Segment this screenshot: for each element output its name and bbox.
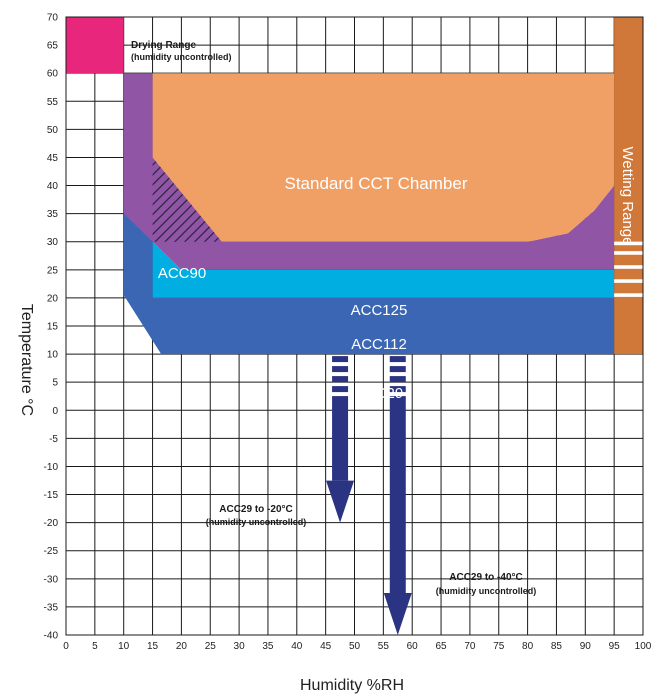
x-tick-label: 5 (92, 641, 98, 652)
wetting-stripe-3 (614, 251, 643, 255)
x-tick-label: 30 (234, 641, 246, 652)
arrow-dash (332, 386, 349, 393)
y-tick-label: -10 (44, 462, 59, 473)
x-tick-label: 95 (609, 641, 621, 652)
drying-range-sub: (humidity uncontrolled) (131, 52, 232, 62)
arrow-shaft (332, 396, 349, 481)
y-tick-label: -40 (44, 631, 59, 642)
ext-40-sub: (humidity uncontrolled) (436, 586, 537, 596)
y-tick-label: 40 (47, 181, 59, 192)
x-tick-label: 90 (580, 641, 592, 652)
x-tick-label: 15 (147, 641, 159, 652)
x-axis-title: Humidity %RH (300, 677, 404, 694)
x-tick-label: 25 (205, 641, 217, 652)
y-tick-label: 45 (47, 153, 59, 164)
region-acc125 (123, 73, 615, 270)
arrow-acc29-to-40-c (383, 356, 412, 635)
x-tick-label: 75 (493, 641, 505, 652)
y-tick-label: 20 (47, 293, 59, 304)
y-tick-label: 0 (52, 406, 58, 417)
region-acc90 (152, 157, 222, 242)
arrow-dash (389, 376, 406, 383)
ext-40-label: ACC29 to -40°C (449, 572, 522, 583)
region-drying-range (66, 17, 124, 74)
x-tick-label: 65 (435, 641, 447, 652)
wetting-stripe-0 (614, 293, 643, 297)
y-tick-label: -25 (44, 546, 59, 557)
y-tick-label: -15 (44, 490, 59, 501)
region-wetting-range (614, 17, 643, 355)
standard-cct-label: Standard CCT Chamber (285, 174, 468, 193)
arrow-head (383, 593, 412, 635)
region-acc29 (123, 213, 615, 355)
x-tick-label: 80 (522, 641, 534, 652)
y-tick-label: 50 (47, 125, 59, 136)
wetting-range-label: Wetting Range (619, 147, 636, 246)
x-tick-label: 100 (635, 641, 652, 652)
y-tick-label: 30 (47, 237, 59, 248)
arrow-dash (332, 356, 349, 363)
y-axis-title: Temperature °C (18, 304, 35, 416)
plot-border (65, 16, 644, 636)
arrow-dash (389, 356, 406, 363)
arrows-layer (326, 356, 412, 635)
y-tick-label: 10 (47, 350, 59, 361)
y-tick-label: 5 (52, 378, 58, 389)
x-tick-label: 20 (176, 641, 188, 652)
arrow-dash (332, 376, 349, 383)
y-tick-label: -20 (44, 518, 59, 529)
y-tick-label: 55 (47, 97, 59, 108)
x-tick-label: 70 (464, 641, 476, 652)
region-standard-cct-chamber (152, 73, 615, 242)
acc112-label: ACC112 (351, 336, 407, 353)
y-tick-label: -35 (44, 602, 59, 613)
regions-layer (66, 17, 643, 355)
plot-frame (65, 16, 644, 636)
arrow-acc29-to-20-c (326, 356, 355, 523)
x-tick-label: 85 (551, 641, 563, 652)
wetting-stripe-4 (614, 241, 643, 246)
wetting-stripes (614, 241, 643, 297)
acc125-label: ACC125 (351, 302, 408, 319)
y-tick-label: 70 (47, 13, 59, 24)
arrow-shaft (389, 396, 406, 593)
x-tick-label: 35 (262, 641, 274, 652)
drying-range-label: Drying Range (131, 40, 196, 51)
y-tick-label: 35 (47, 209, 59, 220)
arrow-dash (332, 366, 349, 373)
y-tick-label: 15 (47, 322, 59, 333)
ext-20-sub: (humidity uncontrolled) (206, 517, 307, 527)
y-tick-label: -5 (49, 434, 58, 445)
tick-labels: 0 5 10 15 20 25 30 35 40 45 50 55 60 65 70 75 80 85 90 95 10… (44, 13, 652, 653)
ext-20-label: ACC29 to -20°C (219, 504, 292, 515)
x-tick-label: 10 (118, 641, 130, 652)
y-tick-label: 25 (47, 265, 59, 276)
arrow-head (326, 480, 355, 523)
acc29-label: ACC29 (355, 385, 403, 402)
arrow-dash (389, 386, 406, 393)
y-tick-label: 60 (47, 69, 59, 80)
x-tick-label: 55 (378, 641, 390, 652)
x-tick-label: 45 (320, 641, 332, 652)
x-tick-label: 0 (63, 641, 69, 652)
x-tick-label: 50 (349, 641, 361, 652)
wetting-stripe-2 (614, 265, 643, 269)
y-tick-label: 65 (47, 41, 59, 52)
y-tick-label: -30 (44, 574, 59, 585)
arrow-dash (389, 366, 406, 373)
x-tick-label: 40 (291, 641, 303, 652)
x-tick-label: 60 (407, 641, 419, 652)
wetting-stripe-1 (614, 279, 643, 283)
acc90-label: ACC90 (158, 265, 206, 282)
